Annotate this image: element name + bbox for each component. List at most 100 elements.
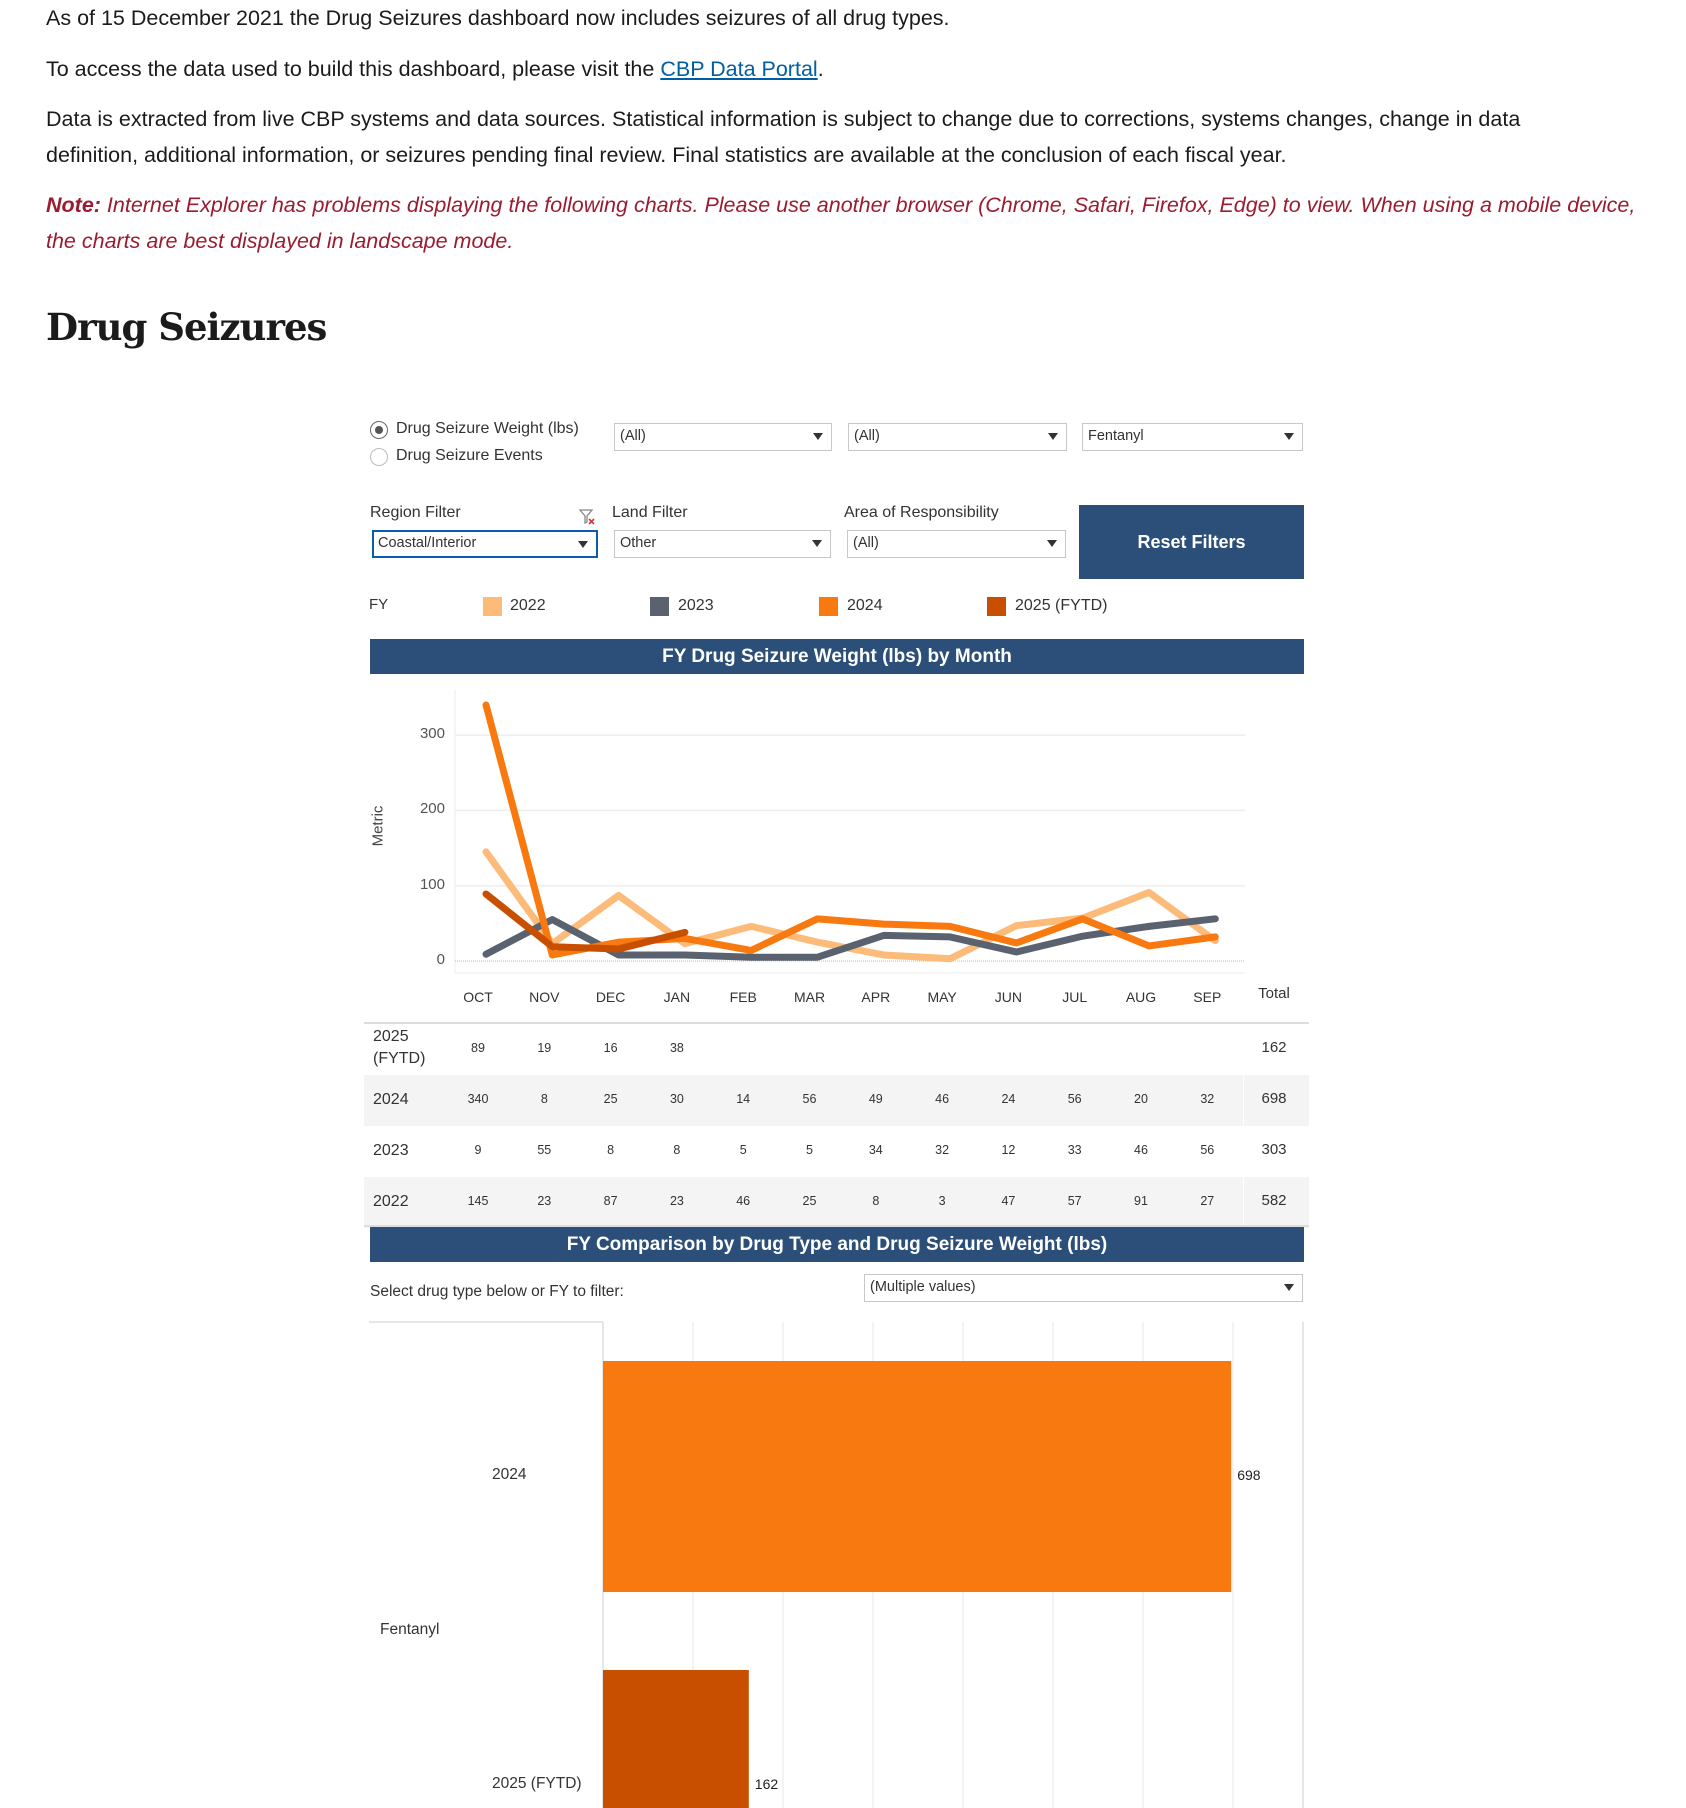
table-row: 2022 145 23 87 23 46 25 8 3 47 57 91 27 582 <box>364 1177 1309 1228</box>
table-cell: 47 <box>1001 1194 1016 1208</box>
aor-dropdown[interactable]: (All) <box>847 530 1066 558</box>
legend-swatch-2024[interactable] <box>819 597 838 616</box>
filter-dropdown-1[interactable]: (All) <box>614 423 832 451</box>
land-filter-label: Land Filter <box>612 504 688 521</box>
chevron-down-icon <box>578 541 588 548</box>
intro-line-3: Data is extracted from live CBP systems … <box>46 107 1521 167</box>
table-cell: 25 <box>802 1194 817 1208</box>
bar-category-label[interactable]: 2025 (FYTD) <box>492 1775 582 1792</box>
chevron-down-icon <box>813 433 823 440</box>
table-total: 698 <box>1261 1090 1287 1107</box>
table-cell: 56 <box>1067 1092 1082 1106</box>
table-total: 303 <box>1261 1141 1287 1158</box>
x-tick-label: MAY <box>927 989 957 1005</box>
drug-type-dropdown[interactable]: Fentanyl <box>1082 423 1303 451</box>
total-separator <box>1243 1177 1244 1228</box>
table-cell: 8 <box>673 1143 681 1157</box>
region-filter-value: Coastal/Interior <box>378 535 477 551</box>
table-cell: 56 <box>802 1092 817 1106</box>
x-tick-label: JUL <box>1062 989 1088 1005</box>
intro-line-1: As of 15 December 2021 the Drug Seizures… <box>46 6 950 30</box>
radio-events-label[interactable]: Drug Seizure Events <box>396 447 543 464</box>
bar-filter-label: Select drug type below or FY to filter: <box>370 1283 624 1300</box>
chevron-down-icon <box>1048 433 1058 440</box>
row-label: 2025 (FYTD) <box>373 1028 426 1067</box>
legend-title: FY <box>369 596 389 613</box>
bar-value-label: 698 <box>1237 1467 1261 1483</box>
x-tick-label: FEB <box>729 989 757 1005</box>
x-tick-label: APR <box>861 989 891 1005</box>
total-header: Total <box>1258 985 1290 1002</box>
aor-label: Area of Responsibility <box>844 504 999 521</box>
legend-label-2022[interactable]: 2022 <box>510 597 546 614</box>
table-cell: 49 <box>868 1092 883 1106</box>
legend-swatch-2023[interactable] <box>650 597 669 616</box>
table-cell: 55 <box>537 1143 552 1157</box>
table-cell: 14 <box>736 1092 751 1106</box>
line-series-2024 <box>482 701 1219 959</box>
cbp-data-portal-link[interactable]: CBP Data Portal <box>660 57 818 81</box>
x-tick-label: MAR <box>793 989 826 1005</box>
region-filter-dropdown[interactable]: Coastal/Interior <box>372 530 598 558</box>
reset-filters-button[interactable]: Reset Filters <box>1079 505 1304 579</box>
table-cell: 12 <box>1001 1143 1016 1157</box>
filter-clear-icon[interactable] <box>578 508 596 526</box>
table-cell: 5 <box>739 1143 747 1157</box>
chevron-down-icon <box>812 540 822 547</box>
table-cell: 8 <box>872 1194 880 1208</box>
drug-type-multi-dropdown[interactable]: (Multiple values) <box>864 1274 1303 1302</box>
intro-line-2-prefix: To access the data used to build this da… <box>46 57 661 81</box>
legend-label-2024[interactable]: 2024 <box>847 597 883 614</box>
bar-value-label: 162 <box>754 1776 779 1792</box>
table-cell: 32 <box>1200 1092 1215 1106</box>
y-tick-label: 300 <box>419 725 445 743</box>
legend-swatch-2025[interactable] <box>987 597 1006 616</box>
radio-weight[interactable] <box>370 421 388 439</box>
page-title: Drug Seizures <box>46 305 327 349</box>
legend-swatch-2022[interactable] <box>483 597 502 616</box>
table-row: 2024 340 8 25 30 14 56 49 46 24 56 20 32 698 <box>364 1075 1309 1126</box>
x-tick-label: AUG <box>1125 989 1157 1005</box>
chevron-down-icon <box>1284 1284 1294 1291</box>
chevron-down-icon <box>1284 433 1294 440</box>
legend-label-2025[interactable]: 2025 (FYTD) <box>1015 597 1108 614</box>
y-axis-label: Metric <box>369 805 387 847</box>
x-tick-label: SEP <box>1193 989 1222 1005</box>
filter-dropdown-1-value: (All) <box>620 428 646 444</box>
radio-events[interactable] <box>370 448 388 466</box>
table-cell: 46 <box>1134 1143 1148 1157</box>
filter-dropdown-2[interactable]: (All) <box>848 423 1067 451</box>
y-tick-label: 200 <box>419 800 445 818</box>
table-cell: 24 <box>1001 1092 1016 1106</box>
table-cell: 8 <box>540 1092 548 1106</box>
table-cell: 23 <box>537 1194 552 1208</box>
table-cell: 20 <box>1134 1092 1148 1106</box>
table-cell: 5 <box>806 1143 813 1157</box>
table-cell: 89 <box>471 1041 485 1055</box>
region-filter-label: Region Filter <box>370 504 461 521</box>
total-separator <box>1243 1024 1244 1075</box>
y-tick-label: 100 <box>419 875 445 893</box>
aor-value: (All) <box>853 535 879 551</box>
table-row: 2025 (FYTD) 89 19 16 38 162 <box>364 1024 1309 1075</box>
intro-line-2-suffix: . <box>817 57 824 81</box>
table-cell: 46 <box>935 1092 950 1106</box>
drug-type-multi-value: (Multiple values) <box>870 1279 976 1295</box>
table-cell: 34 <box>868 1143 883 1157</box>
table-cell: 46 <box>736 1194 751 1208</box>
table-cell: 30 <box>669 1092 684 1106</box>
land-filter-value: Other <box>620 535 657 551</box>
radio-weight-label[interactable]: Drug Seizure Weight (lbs) <box>396 420 579 437</box>
line-chart-title: FY Drug Seizure Weight (lbs) by Month <box>370 639 1304 674</box>
land-filter-dropdown[interactable]: Other <box>614 530 831 558</box>
bar-category-label[interactable]: 2024 <box>492 1466 527 1483</box>
table-cell: 9 <box>474 1143 482 1157</box>
legend-label-2023[interactable]: 2023 <box>678 597 714 614</box>
x-tick-label: JAN <box>663 989 691 1005</box>
table-cell: 56 <box>1200 1143 1215 1157</box>
table-cell: 87 <box>603 1194 618 1208</box>
intro-line-2: To access the data used to build this da… <box>46 51 1646 87</box>
row-label: 2024 <box>373 1091 409 1108</box>
table-cell: 27 <box>1200 1194 1215 1208</box>
